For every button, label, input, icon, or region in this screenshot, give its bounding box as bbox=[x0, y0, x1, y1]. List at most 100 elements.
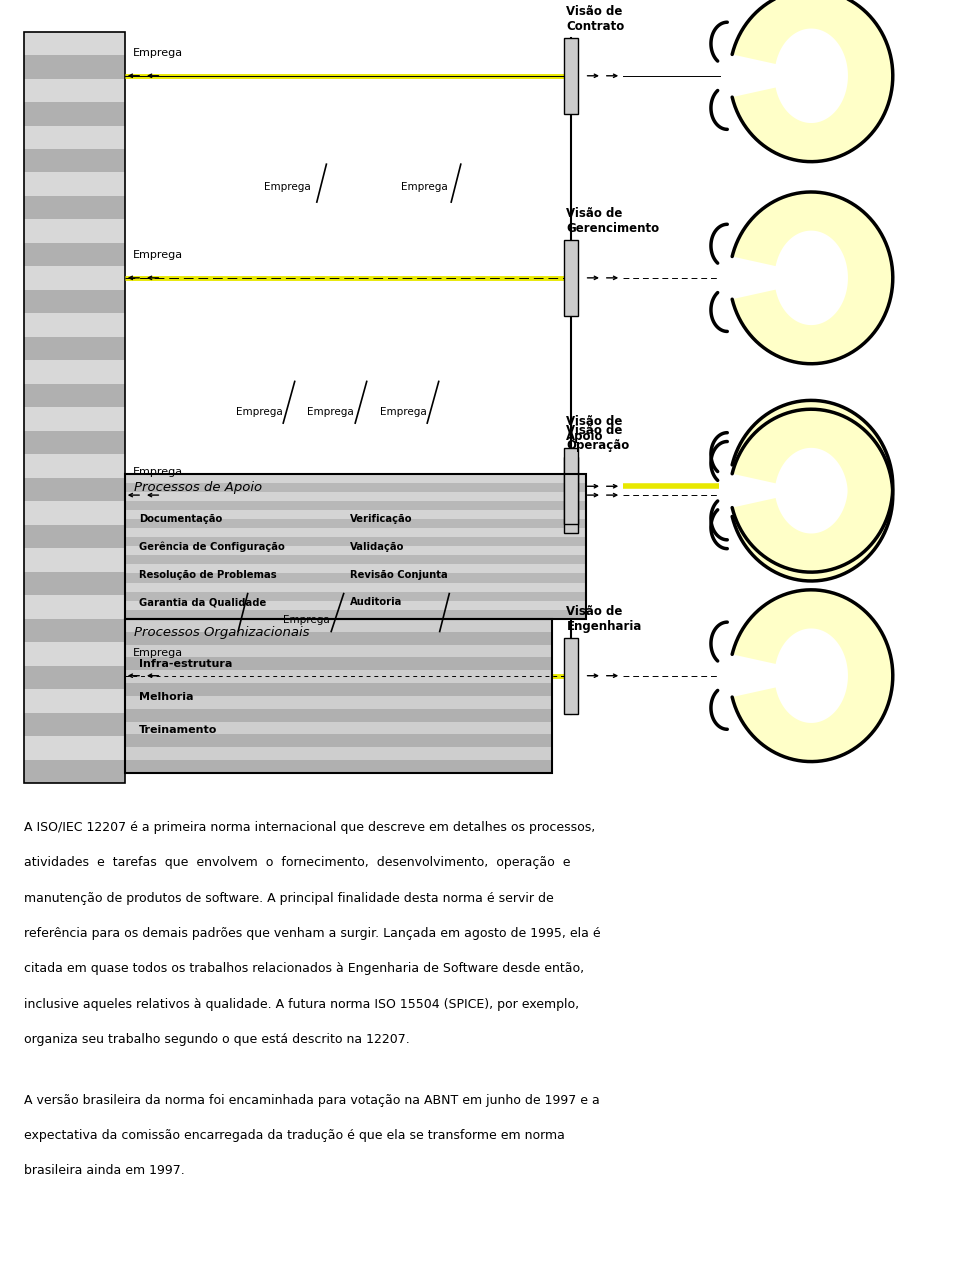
Bar bbox=[24, 524, 125, 548]
Bar bbox=[125, 510, 586, 519]
Bar bbox=[125, 601, 586, 610]
Text: Revisão Conjunta: Revisão Conjunta bbox=[350, 570, 448, 580]
Bar bbox=[564, 448, 578, 524]
Text: manutenção de produtos de software. A principal finalidade desta norma é servir : manutenção de produtos de software. A pr… bbox=[24, 892, 554, 904]
Bar bbox=[24, 431, 125, 455]
Bar bbox=[24, 102, 125, 125]
PathPatch shape bbox=[732, 590, 893, 762]
Bar bbox=[24, 337, 125, 360]
PathPatch shape bbox=[732, 409, 893, 581]
Bar bbox=[24, 642, 125, 666]
Bar bbox=[564, 638, 578, 714]
Bar bbox=[125, 474, 586, 619]
Bar bbox=[24, 173, 125, 196]
Bar bbox=[24, 56, 125, 78]
Bar bbox=[24, 290, 125, 313]
Bar bbox=[24, 712, 125, 736]
Text: Garantia da Qualidade: Garantia da Qualidade bbox=[139, 597, 267, 608]
Bar bbox=[24, 32, 125, 783]
PathPatch shape bbox=[732, 400, 893, 572]
Text: Visão de
Engenharia: Visão de Engenharia bbox=[566, 605, 642, 633]
Bar bbox=[125, 721, 552, 735]
Bar bbox=[24, 595, 125, 619]
PathPatch shape bbox=[732, 192, 893, 364]
Text: Gerência de Configuração: Gerência de Configuração bbox=[139, 542, 285, 552]
Bar bbox=[125, 619, 552, 773]
Text: inclusive aqueles relativos à qualidade. A futura norma ISO 15504 (SPICE), por e: inclusive aqueles relativos à qualidade.… bbox=[24, 998, 579, 1010]
Bar bbox=[125, 519, 586, 528]
Bar bbox=[125, 582, 586, 591]
PathPatch shape bbox=[732, 0, 893, 162]
Text: Processos de Apoio: Processos de Apoio bbox=[134, 481, 262, 494]
Bar bbox=[24, 32, 125, 56]
Bar bbox=[125, 760, 552, 773]
Text: Emprega: Emprega bbox=[264, 182, 311, 192]
Bar bbox=[24, 408, 125, 431]
Text: Emprega: Emprega bbox=[132, 648, 182, 658]
Bar bbox=[24, 572, 125, 595]
Bar bbox=[125, 709, 552, 721]
Bar bbox=[24, 384, 125, 407]
Text: Documentação: Documentação bbox=[139, 514, 223, 524]
Bar bbox=[24, 455, 125, 477]
Bar bbox=[564, 38, 578, 114]
Bar bbox=[24, 313, 125, 337]
Bar bbox=[125, 546, 586, 556]
Text: Emprega: Emprega bbox=[401, 182, 448, 192]
Text: Emprega: Emprega bbox=[307, 407, 354, 417]
Bar bbox=[24, 548, 125, 572]
Bar bbox=[24, 220, 125, 242]
Bar bbox=[125, 696, 552, 709]
Text: Emprega: Emprega bbox=[236, 407, 283, 417]
Bar bbox=[125, 482, 586, 491]
Bar bbox=[125, 657, 552, 671]
Bar bbox=[125, 501, 586, 510]
Bar bbox=[24, 736, 125, 759]
Text: Emprega: Emprega bbox=[132, 48, 182, 58]
Text: Visão de
Apoio: Visão de Apoio bbox=[566, 416, 623, 443]
Bar bbox=[24, 242, 125, 266]
Text: Melhoria: Melhoria bbox=[139, 692, 194, 702]
Bar bbox=[125, 565, 586, 573]
Text: Visão de
Gerencimento: Visão de Gerencimento bbox=[566, 207, 660, 235]
Text: Emprega: Emprega bbox=[132, 467, 182, 477]
Bar bbox=[125, 537, 586, 546]
Bar bbox=[125, 556, 586, 565]
Text: Emprega: Emprega bbox=[132, 250, 182, 260]
Bar bbox=[125, 619, 552, 632]
Text: Visão de
Operação: Visão de Operação bbox=[566, 424, 630, 452]
Text: referência para os demais padrões que venham a surgir. Lançada em agosto de 1995: referência para os demais padrões que ve… bbox=[24, 927, 601, 940]
Text: A ISO/IEC 12207 é a primeira norma internacional que descreve em detalhes os pro: A ISO/IEC 12207 é a primeira norma inter… bbox=[24, 821, 595, 834]
Bar bbox=[24, 501, 125, 524]
Bar bbox=[564, 457, 578, 533]
Bar bbox=[125, 683, 552, 696]
Text: Treinamento: Treinamento bbox=[139, 725, 218, 735]
Bar bbox=[24, 196, 125, 220]
Text: citada em quase todos os trabalhos relacionados à Engenharia de Software desde e: citada em quase todos os trabalhos relac… bbox=[24, 962, 584, 975]
Bar bbox=[125, 748, 552, 760]
Text: Verificação: Verificação bbox=[350, 514, 413, 524]
Text: organiza seu trabalho segundo o que está descrito na 12207.: organiza seu trabalho segundo o que está… bbox=[24, 1033, 410, 1046]
Bar bbox=[125, 610, 586, 619]
Bar bbox=[24, 619, 125, 642]
Text: Infra-estrutura: Infra-estrutura bbox=[139, 659, 232, 669]
Bar bbox=[24, 125, 125, 149]
Text: Processos Organizacionais: Processos Organizacionais bbox=[134, 626, 310, 639]
Text: expectativa da comissão encarregada da tradução é que ela se transforme em norma: expectativa da comissão encarregada da t… bbox=[24, 1129, 564, 1142]
Bar bbox=[125, 491, 586, 501]
Text: Emprega: Emprega bbox=[283, 615, 330, 625]
Text: A versão brasileira da norma foi encaminhada para votação na ABNT em junho de 19: A versão brasileira da norma foi encamin… bbox=[24, 1094, 600, 1106]
Text: atividades  e  tarefas  que  envolvem  o  fornecimento,  desenvolvimento,  opera: atividades e tarefas que envolvem o forn… bbox=[24, 856, 570, 869]
Text: Validação: Validação bbox=[350, 542, 405, 552]
Bar bbox=[24, 360, 125, 384]
Bar bbox=[125, 474, 586, 482]
Text: Resolução de Problemas: Resolução de Problemas bbox=[139, 570, 276, 580]
Bar bbox=[125, 632, 552, 644]
Bar bbox=[125, 734, 552, 748]
Text: brasileira ainda em 1997.: brasileira ainda em 1997. bbox=[24, 1164, 184, 1177]
Text: Auditoria: Auditoria bbox=[350, 597, 403, 608]
Bar bbox=[125, 671, 552, 683]
Bar bbox=[24, 78, 125, 102]
Bar bbox=[564, 240, 578, 316]
Bar bbox=[24, 666, 125, 690]
